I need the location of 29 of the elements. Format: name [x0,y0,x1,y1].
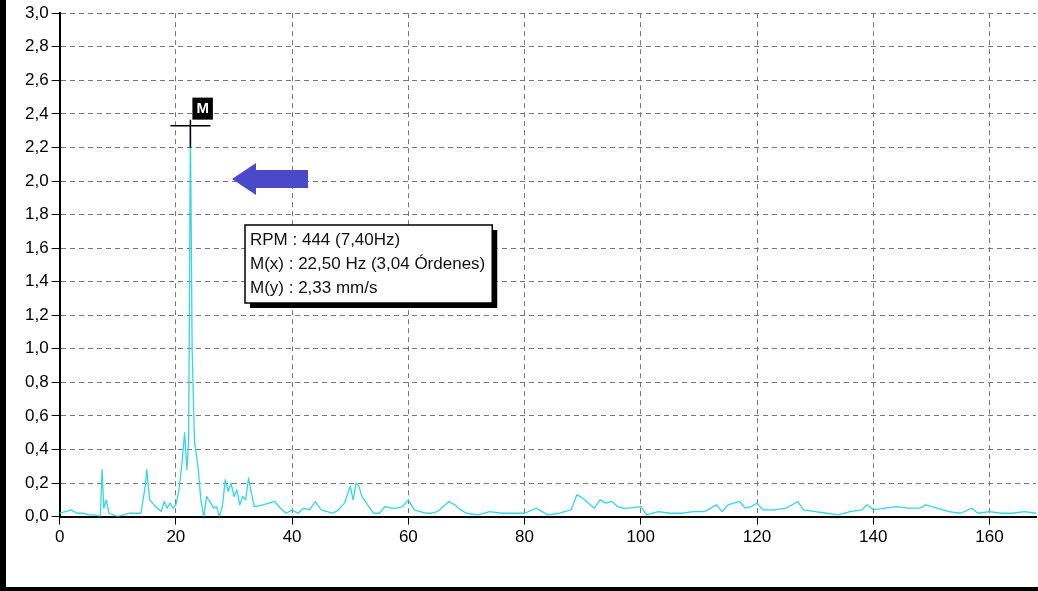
y-tick-label: 2,0 [24,170,49,190]
y-tick-label: 0,6 [24,405,49,425]
y-tick-label: 3,0 [24,2,49,22]
x-tick-label: 80 [515,527,535,547]
x-tick-label: 100 [626,527,655,547]
y-tick-label: 2,2 [24,137,49,157]
y-tick-label: 2,4 [24,103,49,123]
x-tick-label: 140 [859,527,888,547]
x-tick-label: 120 [742,527,772,547]
y-tick-label: 1,4 [24,271,49,291]
y-tick-label: 0,0 [24,506,49,526]
x-tick-label: 160 [975,527,1004,547]
y-tick-label: 1,6 [24,237,49,257]
y-tick-label: 1,8 [24,204,49,224]
y-tick-label: 1,0 [24,338,49,358]
annotation: M(x) : 22,50 Hz (3,04 Órdenes) [250,253,486,273]
y-tick-label: 2,6 [24,70,49,90]
annotation: M [196,98,209,116]
y-tick-label: 0,4 [24,439,49,459]
y-tick-label: 0,8 [24,372,49,392]
x-tick-label: 60 [398,527,418,547]
annotation: RPM : 444 (7,40Hz) [250,229,401,249]
x-tick-label: 20 [166,527,186,547]
y-tick-label: 0,2 [24,472,49,492]
annotation: M(y) : 2,33 mm/s [250,277,378,297]
y-tick-label: 1,2 [24,304,49,324]
x-tick-label: 0 [54,527,65,547]
x-tick-label: 40 [282,527,302,547]
y-tick-label: 2,8 [24,36,49,56]
